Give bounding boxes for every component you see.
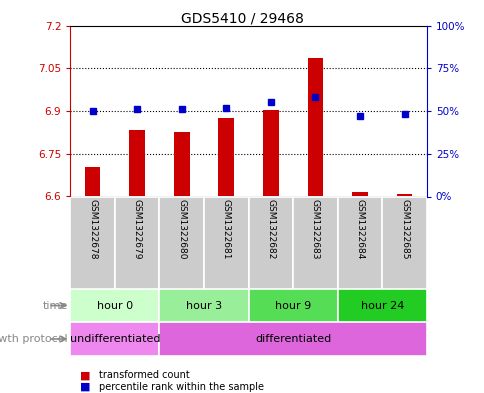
Bar [159,196,204,289]
Text: GSM1322680: GSM1322680 [177,199,186,260]
Text: GSM1322685: GSM1322685 [399,199,408,260]
Bar [174,132,189,196]
Text: GSM1322683: GSM1322683 [310,199,319,260]
Bar [337,196,381,289]
Text: GSM1322678: GSM1322678 [88,199,97,260]
Bar [381,196,426,289]
Text: differentiated: differentiated [255,334,331,344]
Bar [218,118,234,196]
Text: GDS5410 / 29468: GDS5410 / 29468 [181,12,303,26]
Text: GSM1322679: GSM1322679 [133,199,141,260]
Bar [396,194,411,196]
Text: hour 3: hour 3 [185,301,222,310]
Bar [307,58,322,196]
Text: GSM1322682: GSM1322682 [266,199,275,260]
Bar [248,196,292,289]
Bar [262,110,278,196]
Bar [351,192,367,196]
Bar [115,196,159,289]
Bar [129,130,145,196]
Text: percentile rank within the sample: percentile rank within the sample [99,382,264,392]
Text: hour 24: hour 24 [360,301,403,310]
Text: ■: ■ [80,382,91,392]
Bar [70,322,159,356]
Bar [248,289,337,322]
Text: GSM1322681: GSM1322681 [221,199,230,260]
Text: GSM1322684: GSM1322684 [355,199,363,260]
Bar [159,322,426,356]
Text: transformed count: transformed count [99,370,190,380]
Bar [85,167,100,196]
Bar [204,196,248,289]
Bar [70,196,115,289]
Bar [159,289,248,322]
Bar [70,289,159,322]
Text: growth protocol: growth protocol [0,334,68,344]
Text: hour 0: hour 0 [97,301,133,310]
Bar [337,289,426,322]
Text: undifferentiated: undifferentiated [70,334,160,344]
Bar [292,196,337,289]
Text: hour 9: hour 9 [274,301,311,310]
Text: time: time [43,301,68,310]
Text: ■: ■ [80,370,91,380]
